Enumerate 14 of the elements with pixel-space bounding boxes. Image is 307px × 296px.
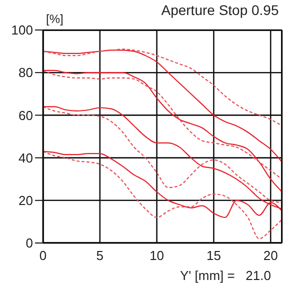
- y-tick-label: 60: [18, 108, 33, 123]
- y-tick-label: 0: [26, 236, 33, 251]
- x-tick-label: 20: [263, 248, 278, 264]
- x-tick-label: 5: [96, 248, 104, 264]
- x-tick-label: 10: [150, 248, 164, 264]
- chart-title: Aperture Stop 0.95: [160, 2, 280, 18]
- x-axis-title: Y' [mm] = 21.0: [180, 268, 271, 283]
- x-tick-label: 0: [39, 248, 47, 264]
- y-tick-label: 80: [18, 65, 33, 80]
- y-axis-title: [%]: [46, 12, 64, 26]
- y-tick-label: 100: [11, 22, 33, 38]
- y-tick-label: 40: [18, 150, 33, 166]
- y-tick-label: 20: [18, 193, 33, 208]
- x-tick-label: 15: [206, 248, 221, 264]
